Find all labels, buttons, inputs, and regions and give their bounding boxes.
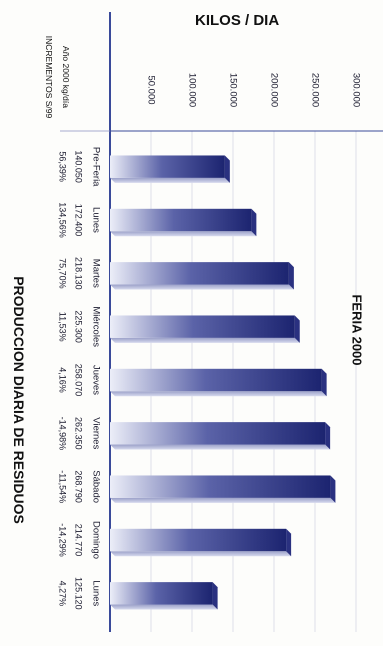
category-label: Domingo (90, 521, 101, 559)
category-label: Viernes (90, 417, 101, 449)
bar-side (288, 262, 294, 290)
table-value: 262.350 (74, 417, 84, 450)
table-value: 258.070 (74, 364, 84, 397)
table-row-label-increments: INCREMENTOS S/99 (44, 35, 54, 119)
chart-subtitle: FERIA 2000 (349, 294, 365, 366)
category-labels: Pre-Feria Lunes Martes Miércoles Jueves Viern… (90, 147, 101, 607)
table-value: 125.120 (74, 577, 84, 610)
bar (110, 582, 213, 605)
bar (110, 262, 289, 285)
tick-labels: 50.000 100.000 150.000 200.000 250.000 300.00… (145, 73, 361, 107)
chart-title: PRODUCCION DIARIA DE RESIDUOS (11, 276, 27, 524)
category-label: Martes (90, 259, 101, 288)
table-increments: 56,39% 134,56% 75,70% 11,53% 4,16% -14,98% -11… (58, 151, 68, 606)
bar-side (325, 422, 331, 450)
bar-shadow (110, 337, 300, 343)
table-value: 225.300 (74, 310, 84, 343)
bar (110, 315, 295, 338)
bar (110, 208, 252, 232)
y-tick-label: 150.000 (227, 73, 238, 107)
bar-shadow (110, 391, 327, 397)
category-label: Lunes (90, 207, 101, 233)
bar-side (212, 582, 218, 610)
category-label: Sábado (90, 470, 101, 503)
table-increment: -14,98% (58, 417, 68, 451)
table-increment: 134,56% (58, 202, 68, 238)
table-row-label-values: Año 2000 kg/día (61, 46, 71, 108)
ylabel: KILOS / DIA (195, 12, 280, 29)
bar (110, 528, 287, 552)
table-increment: -11,54% (58, 470, 68, 503)
table-increment: 11,53% (58, 312, 68, 342)
table-value: 172.400 (74, 204, 84, 237)
bar (110, 475, 331, 498)
bar-shadow (110, 177, 230, 183)
table-increment: 4,16% (58, 367, 68, 393)
bar-shadow (110, 444, 331, 450)
bar (110, 368, 322, 392)
bar-side (251, 208, 257, 237)
table-value: 140.050 (74, 150, 84, 183)
bar-side (294, 315, 300, 343)
y-tick-label: 200.000 (268, 73, 279, 107)
table-value: 218.130 (74, 257, 84, 290)
y-tick-label: 300.000 (350, 73, 361, 107)
bar-shadow (110, 497, 336, 503)
y-tick-label: 50.000 (145, 75, 156, 104)
bar-side (224, 155, 230, 183)
table-values: 140.050 172.400 218.130 225.300 258.070 262.3… (74, 150, 84, 609)
bar-shadow (110, 284, 294, 290)
table-increment: 75,70% (58, 258, 68, 289)
table-value: 214.770 (74, 524, 84, 557)
category-label: Pre-Feria (90, 147, 101, 187)
table-value: 268.790 (74, 470, 84, 503)
bar-side (321, 368, 327, 397)
category-label: Lunes (90, 580, 101, 606)
bar-side (286, 528, 292, 557)
category-label: Miércoles (90, 306, 101, 347)
category-label: Jueves (90, 365, 101, 395)
table-increment: 4,27% (58, 581, 68, 607)
bar-side (330, 475, 336, 503)
bar-shadow (110, 604, 218, 610)
table-increment: -14,29% (58, 523, 68, 557)
table-increment: 56,39% (58, 151, 68, 182)
bar (110, 155, 225, 178)
bar (110, 422, 326, 445)
y-tick-label: 100.000 (186, 73, 197, 107)
y-tick-label: 250.000 (309, 73, 320, 107)
bar-shadow (110, 551, 292, 557)
bars-group (110, 155, 336, 610)
bar-shadow (110, 231, 257, 237)
